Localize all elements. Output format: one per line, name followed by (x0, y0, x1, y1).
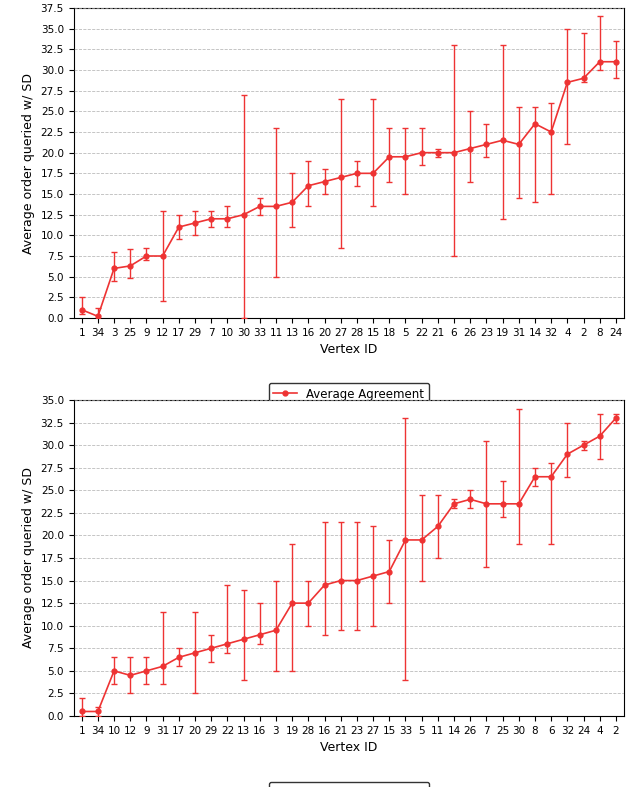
Legend: Average Agreement: Average Agreement (269, 382, 429, 405)
X-axis label: Vertex ID: Vertex ID (320, 741, 378, 754)
Y-axis label: Average order queried w/ SD: Average order queried w/ SD (22, 467, 35, 648)
X-axis label: Vertex ID: Vertex ID (320, 343, 378, 357)
Legend: Average Agreement: Average Agreement (269, 782, 429, 787)
Y-axis label: Average order queried w/ SD: Average order queried w/ SD (22, 72, 35, 253)
